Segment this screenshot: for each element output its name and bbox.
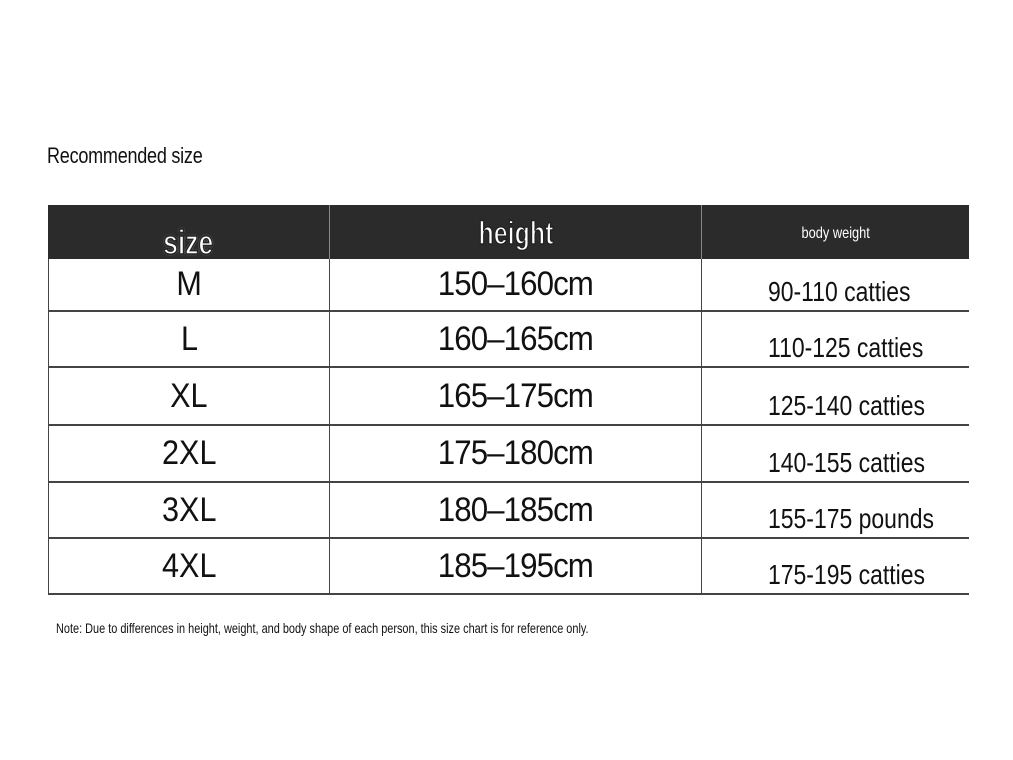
weight-cell-text: 125-140 catties (768, 390, 926, 421)
height-cell: 150–160cm (330, 259, 702, 310)
table-header: size height body weight (48, 205, 969, 263)
size-cell: XL (49, 368, 330, 424)
weight-cell: 110-125 catties (702, 312, 969, 366)
size-cell: 2XL (49, 426, 330, 481)
header-height-label: height (477, 214, 553, 252)
weight-cell-text: 90-110 catties (768, 276, 911, 307)
size-cell-text: M (176, 265, 202, 303)
size-cell-text: L (180, 319, 198, 358)
header-weight: body weight (702, 205, 969, 259)
header-size-label: size (163, 223, 214, 263)
table-row: 4XL 185–195cm 175-195 catties (48, 539, 969, 595)
height-cell: 160–165cm (330, 312, 702, 366)
table-row: M 150–160cm 90-110 catties (48, 259, 969, 312)
height-cell-text: 165–175cm (437, 376, 594, 415)
height-cell: 165–175cm (330, 368, 702, 424)
height-cell-text: 180–185cm (437, 490, 594, 529)
page-title: Recommended size (47, 143, 203, 168)
size-cell: M (49, 259, 330, 310)
weight-cell-text: 140-155 catties (768, 447, 926, 478)
size-cell-text: XL (170, 376, 208, 415)
header-size: size (48, 205, 330, 263)
size-cell: 3XL (49, 483, 330, 537)
weight-cell: 175-195 catties (702, 539, 969, 593)
note: Note: Due to differences in height, weig… (56, 620, 589, 636)
weight-cell: 90-110 catties (702, 259, 969, 310)
size-chart-table: size height body weight M 150–160cm 90-110… (48, 205, 969, 595)
height-cell-text: 185–195cm (437, 546, 594, 585)
weight-cell: 140-155 catties (702, 426, 969, 481)
height-cell-text: 150–160cm (437, 265, 594, 303)
size-cell-text: 3XL (161, 490, 217, 529)
height-cell: 175–180cm (330, 426, 702, 481)
weight-cell: 125-140 catties (702, 368, 969, 424)
table-row: 3XL 180–185cm 155-175 pounds (48, 483, 969, 539)
size-cell: L (49, 312, 330, 366)
size-cell: 4XL (49, 539, 330, 593)
table-row: L 160–165cm 110-125 catties (48, 312, 969, 368)
table-row: XL 165–175cm 125-140 catties (48, 368, 969, 426)
height-cell-text: 160–165cm (437, 319, 594, 358)
size-cell-text: 4XL (161, 546, 217, 585)
header-weight-label: body weight (801, 225, 870, 242)
weight-cell-text: 155-175 pounds (768, 503, 934, 534)
weight-cell-text: 175-195 catties (768, 559, 926, 590)
height-cell-text: 175–180cm (437, 434, 594, 472)
weight-cell: 155-175 pounds (702, 483, 969, 537)
header-height: height (330, 205, 702, 259)
weight-cell-text: 110-125 catties (768, 332, 924, 363)
height-cell: 185–195cm (330, 539, 702, 593)
size-cell-text: 2XL (161, 434, 217, 472)
table-row: 2XL 175–180cm 140-155 catties (48, 426, 969, 483)
height-cell: 180–185cm (330, 483, 702, 537)
